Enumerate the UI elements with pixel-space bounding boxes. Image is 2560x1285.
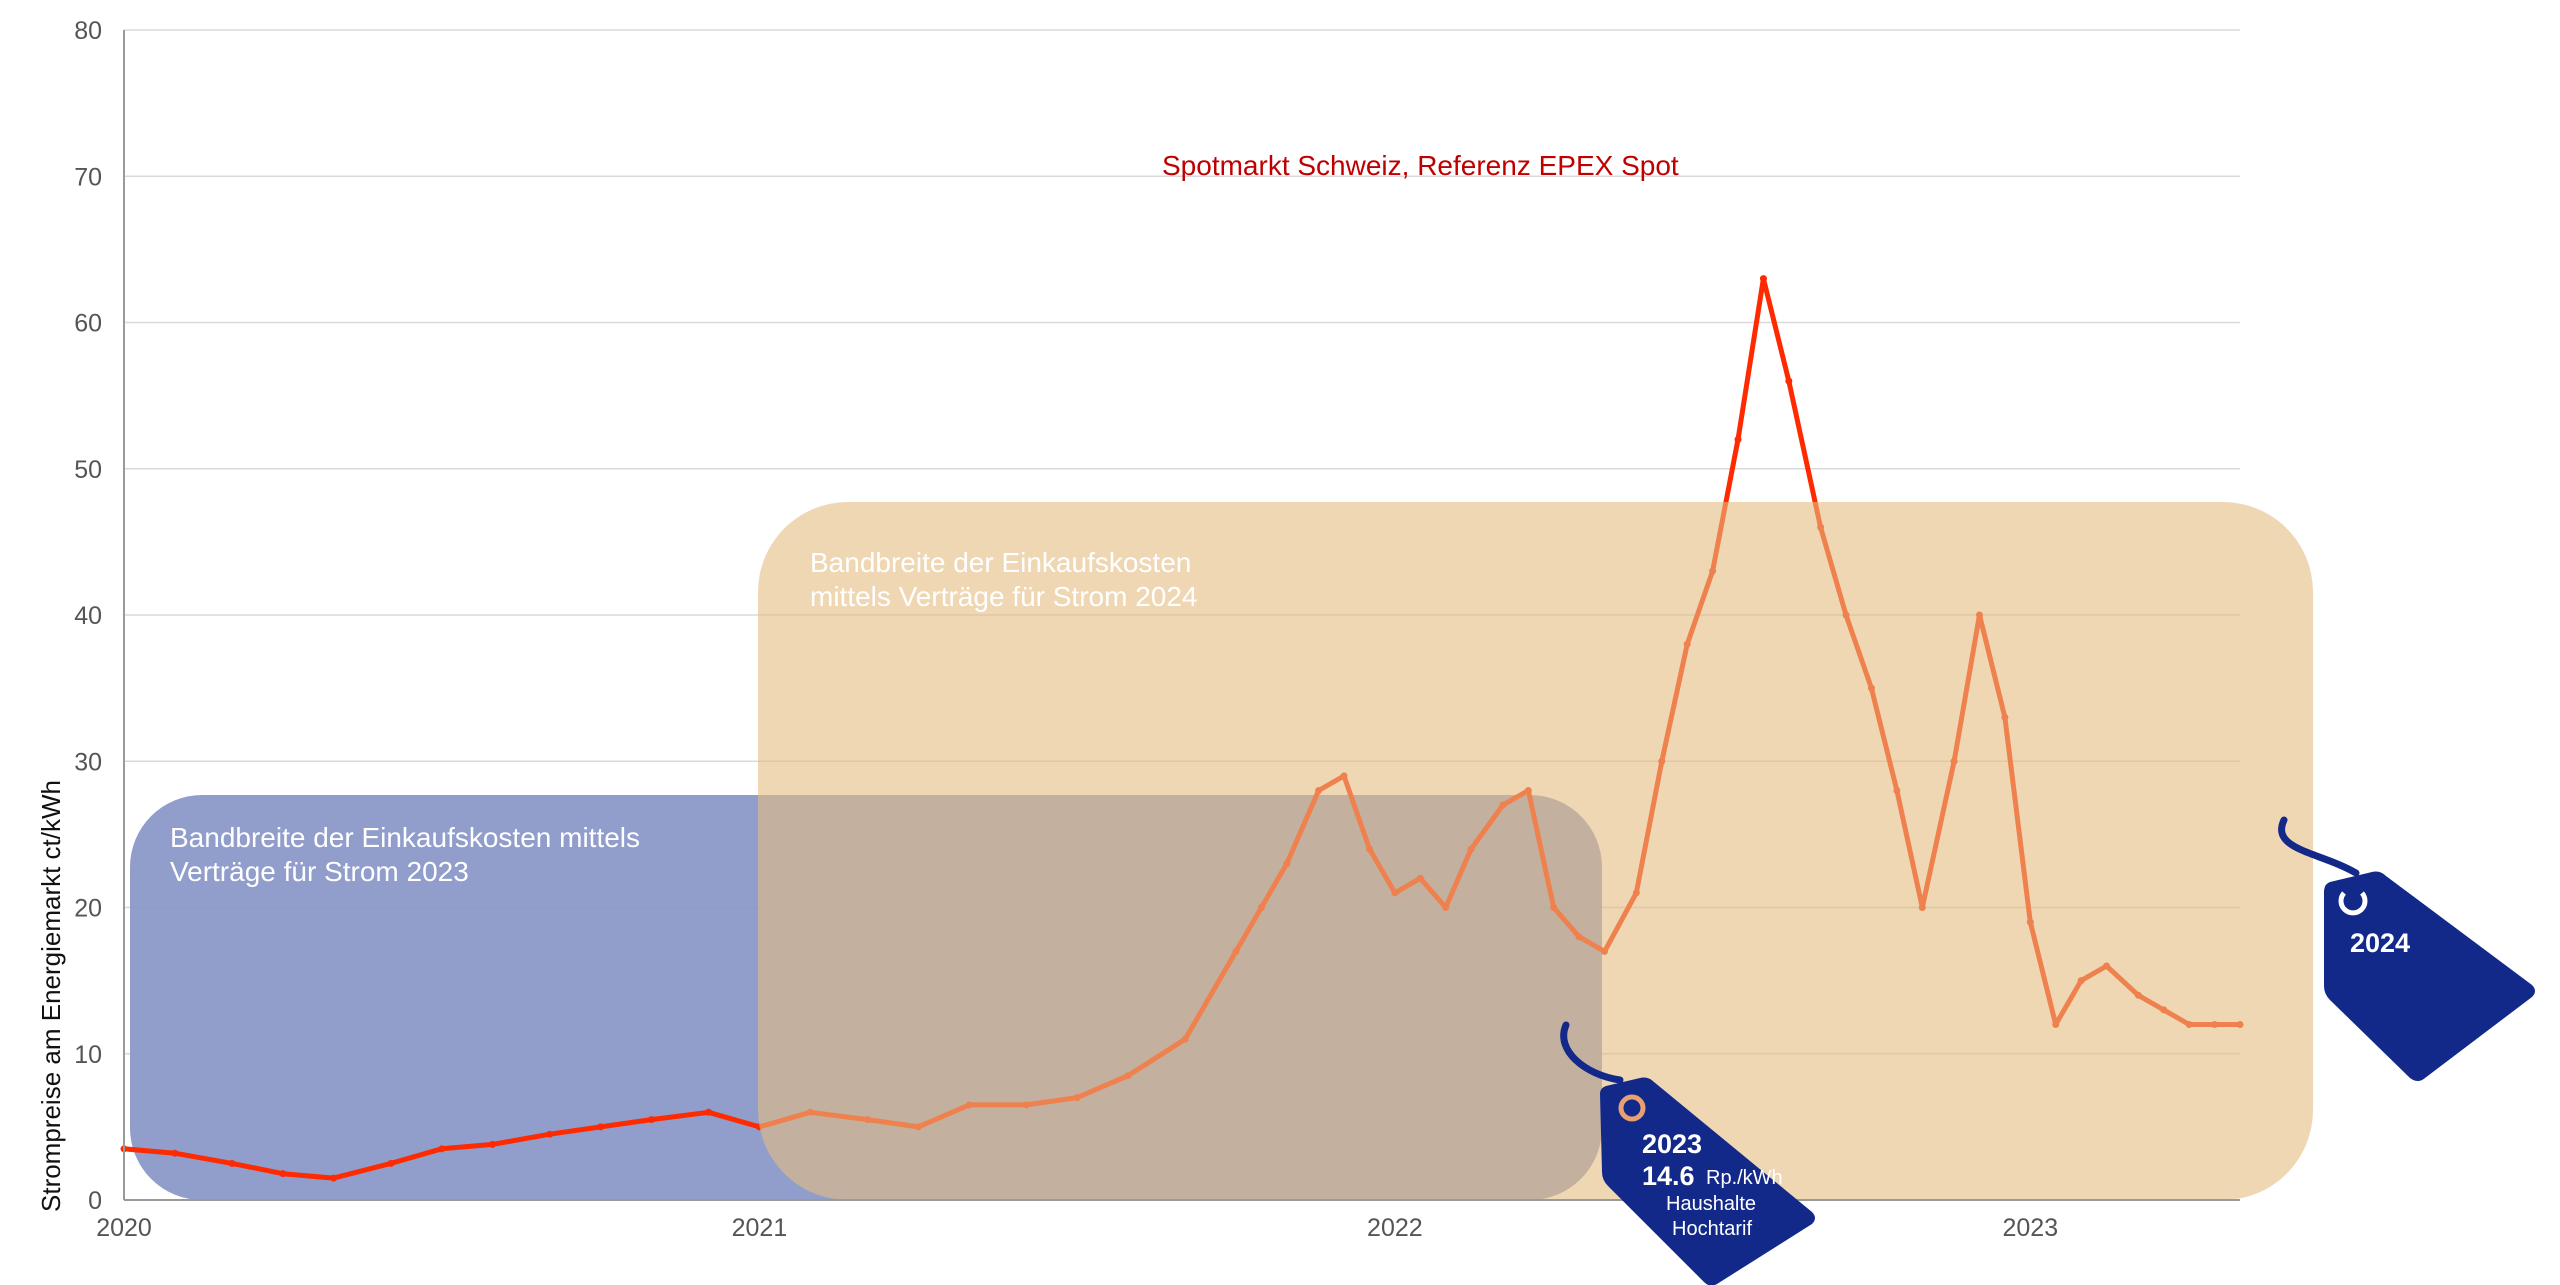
series-point — [489, 1140, 497, 1148]
band-2024-label-line1: Bandbreite der Einkaufskosten — [810, 547, 1191, 578]
y-tick-label: 0 — [88, 1187, 102, 1215]
tag-2024-year: 2024 — [2350, 928, 2410, 958]
y-tick-label: 40 — [74, 602, 102, 630]
price-tag-2023: 2023 14.6 Rp./kWh Haushalte Hochtarif — [1560, 1021, 1815, 1285]
band-2024 — [758, 502, 2313, 1200]
tag-2023-year: 2023 — [1642, 1129, 1702, 1159]
y-tick-labels: 0 10 20 30 40 50 60 70 80 — [74, 17, 102, 1215]
y-tick-label: 10 — [74, 1041, 102, 1069]
series-point — [279, 1170, 287, 1178]
series-point — [1785, 377, 1793, 385]
x-tick-label: 2021 — [732, 1214, 788, 1242]
series-point — [1734, 436, 1742, 443]
tag-2024-body — [2324, 871, 2535, 1081]
tag-2023-body — [1600, 1077, 1815, 1285]
band-2023-label-line2: Verträge für Strom 2023 — [170, 856, 469, 887]
series-point — [171, 1149, 179, 1157]
x-tick-label: 2023 — [2002, 1214, 2058, 1242]
tag-2023-string — [1560, 1021, 1624, 1084]
series-point — [438, 1145, 446, 1153]
band-2024-label-line2: mittels Verträge für Strom 2024 — [810, 581, 1198, 612]
band-2023-label-line1: Bandbreite der Einkaufskosten mittels — [170, 822, 640, 853]
series-point — [1759, 275, 1767, 283]
y-axis-label: Strompreise am Energiemarkt ct/kWh — [36, 780, 66, 1212]
tag-2024-string — [2278, 816, 2360, 877]
series-point — [330, 1174, 338, 1182]
tag-2023-line2: Hochtarif — [1672, 1218, 1752, 1240]
y-tick-label: 80 — [74, 17, 102, 45]
y-tick-label: 20 — [74, 895, 102, 923]
x-tick-labels: 2020 2021 2022 2023 — [96, 1214, 2058, 1242]
tag-2023-unit: Rp./kWh — [1706, 1167, 1783, 1189]
tag-2023-line1: Haushalte — [1666, 1193, 1756, 1215]
series-point — [705, 1108, 713, 1116]
tag-2024-hole-icon — [2338, 891, 2368, 916]
price-tag-2024: 2024 — [2278, 816, 2535, 1081]
y-tick-label: 30 — [74, 748, 102, 776]
series-point — [597, 1123, 605, 1131]
y-tick-label: 70 — [74, 163, 102, 191]
series-point — [647, 1116, 655, 1124]
x-tick-label: 2022 — [1367, 1214, 1423, 1242]
x-tick-label: 2020 — [96, 1214, 152, 1242]
chart-title: Spotmarkt Schweiz, Referenz EPEX Spot — [1162, 150, 1679, 181]
y-tick-label: 60 — [74, 310, 102, 338]
y-tick-label: 50 — [74, 456, 102, 484]
series-point — [546, 1130, 554, 1138]
series-point — [228, 1159, 236, 1167]
series-point — [387, 1159, 395, 1167]
tag-2023-hole-icon — [1618, 1094, 1646, 1122]
tag-2023-value: 14.6 — [1642, 1161, 1695, 1191]
